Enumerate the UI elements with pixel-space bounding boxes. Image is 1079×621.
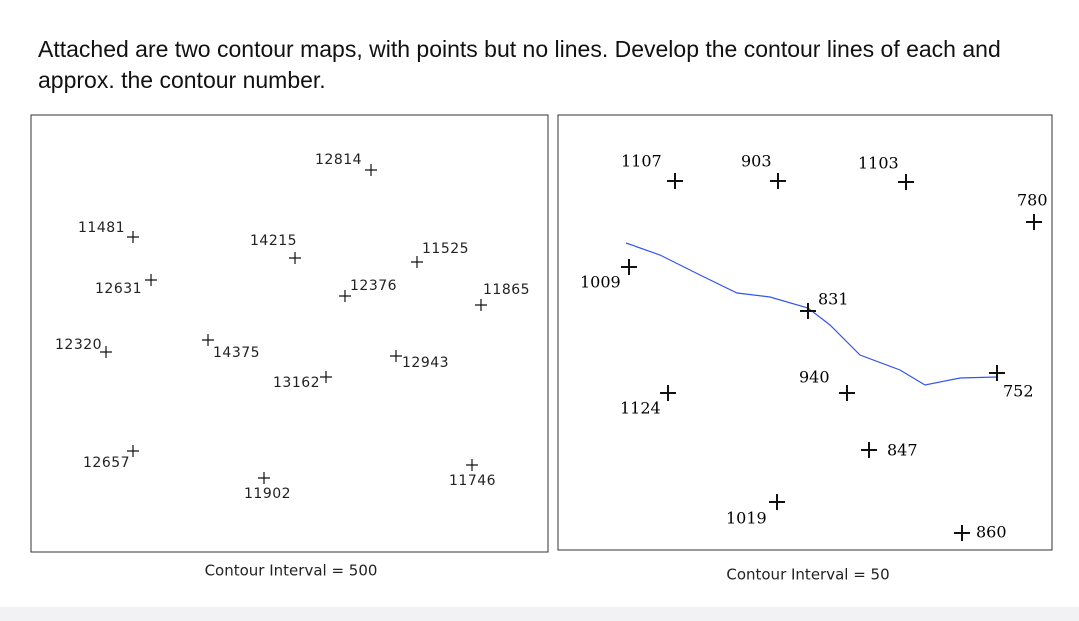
point-marker bbox=[800, 303, 816, 319]
point-marker bbox=[411, 256, 423, 268]
caption: Contour Interval = 50 bbox=[726, 566, 889, 584]
elevation-label: 11746 bbox=[449, 473, 496, 489]
point-marker bbox=[621, 259, 637, 275]
point-marker bbox=[202, 334, 214, 346]
elevation-label: 11865 bbox=[483, 282, 530, 298]
caption: Contour Interval = 500 bbox=[205, 562, 378, 580]
point-marker bbox=[100, 346, 112, 358]
elevation-label: 11902 bbox=[244, 486, 291, 502]
point-marker bbox=[667, 173, 683, 189]
footer-bar bbox=[0, 607, 1079, 621]
point-marker bbox=[127, 231, 139, 243]
point-marker bbox=[769, 494, 785, 510]
point-marker bbox=[475, 299, 487, 311]
elevation-label: 940 bbox=[799, 368, 830, 387]
elevation-label: 903 bbox=[741, 152, 772, 171]
elevation-label: 12657 bbox=[83, 455, 130, 471]
elevation-label: 14375 bbox=[213, 345, 260, 361]
point-marker bbox=[127, 445, 139, 457]
contour-line bbox=[625, 242, 998, 386]
point-marker bbox=[989, 365, 1005, 381]
question-text: Attached are two contour maps, with poin… bbox=[38, 36, 1001, 93]
elevation-label: 847 bbox=[887, 441, 918, 460]
point-marker bbox=[898, 174, 914, 190]
elevation-label: 831 bbox=[818, 290, 849, 309]
elevation-label: 11525 bbox=[422, 241, 469, 257]
elevation-label: 14215 bbox=[250, 233, 297, 249]
point-marker bbox=[954, 525, 970, 541]
point-marker bbox=[289, 252, 301, 264]
map-frame bbox=[557, 114, 1053, 551]
point-marker bbox=[365, 164, 377, 176]
elevation-label: 12376 bbox=[350, 278, 397, 294]
elevation-label: 13162 bbox=[273, 375, 320, 391]
elevation-label: 1107 bbox=[621, 152, 662, 171]
elevation-label: 11481 bbox=[78, 220, 125, 236]
elevation-label: 12631 bbox=[95, 281, 142, 297]
point-marker bbox=[839, 385, 855, 401]
point-marker bbox=[145, 274, 157, 286]
elevation-label: 12320 bbox=[55, 337, 102, 353]
elevation-label: 12814 bbox=[315, 152, 362, 168]
elevation-label: 1009 bbox=[580, 273, 621, 292]
elevation-label: 12943 bbox=[402, 355, 449, 371]
point-marker bbox=[390, 350, 402, 362]
elevation-label: 1124 bbox=[620, 399, 661, 418]
point-marker bbox=[320, 371, 332, 383]
elevation-label: 780 bbox=[1017, 191, 1048, 210]
point-marker bbox=[660, 385, 676, 401]
elevation-label: 1019 bbox=[726, 509, 767, 528]
point-marker bbox=[1026, 214, 1042, 230]
point-marker bbox=[770, 173, 786, 189]
point-marker bbox=[466, 459, 478, 471]
elevation-label: 860 bbox=[976, 523, 1007, 542]
point-marker bbox=[258, 472, 270, 484]
point-marker bbox=[339, 290, 351, 302]
elevation-label: 752 bbox=[1003, 382, 1034, 401]
point-marker bbox=[861, 442, 877, 458]
elevation-label: 1103 bbox=[858, 154, 899, 173]
map-frame bbox=[30, 114, 549, 553]
